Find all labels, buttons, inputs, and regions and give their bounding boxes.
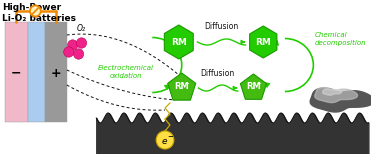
Polygon shape [310, 88, 374, 112]
Circle shape [68, 40, 78, 50]
Text: RM: RM [174, 82, 189, 91]
Text: High-Power: High-Power [2, 3, 61, 12]
Circle shape [64, 47, 74, 57]
Circle shape [30, 6, 41, 16]
Text: Diffusion: Diffusion [200, 69, 235, 77]
Text: +: + [51, 67, 61, 79]
Text: Electrochemical: Electrochemical [98, 65, 154, 71]
Text: +: + [184, 81, 189, 85]
Text: −: − [167, 134, 173, 140]
Text: oxidation: oxidation [109, 73, 142, 79]
Circle shape [73, 49, 84, 59]
Bar [45, 22, 67, 122]
Circle shape [76, 38, 87, 48]
Text: RM: RM [171, 38, 187, 47]
Polygon shape [164, 25, 193, 59]
Text: RM: RM [246, 82, 261, 91]
Polygon shape [168, 73, 196, 100]
Text: +: + [256, 81, 261, 85]
Text: O₂: O₂ [77, 24, 86, 32]
Bar [28, 22, 45, 122]
Text: Chemical: Chemical [314, 32, 347, 38]
Polygon shape [322, 89, 341, 95]
Text: decomposition: decomposition [314, 40, 366, 46]
Text: RM: RM [255, 38, 271, 47]
Bar [5, 22, 28, 122]
Polygon shape [315, 87, 358, 103]
Polygon shape [240, 74, 266, 99]
Text: Diffusion: Diffusion [204, 22, 238, 30]
Polygon shape [249, 26, 277, 58]
Text: −: − [11, 67, 21, 79]
Circle shape [156, 131, 174, 149]
Text: e: e [161, 136, 167, 146]
Text: Li-O₂ batteries: Li-O₂ batteries [2, 14, 76, 23]
